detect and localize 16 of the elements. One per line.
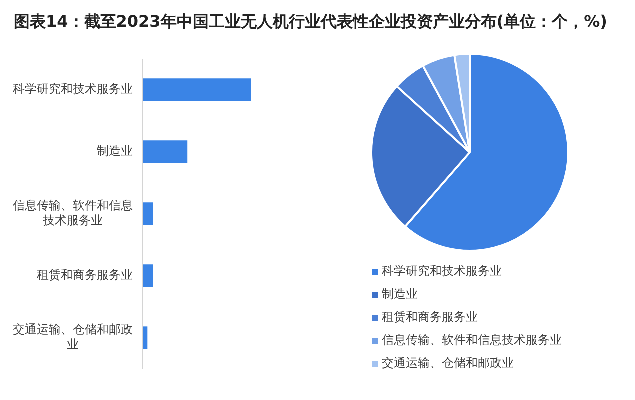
y-tick-label: 交通运输、仓储和邮政业 bbox=[13, 322, 133, 352]
y-tick-label: 租赁和商务服务业 bbox=[37, 268, 133, 282]
legend-label: 科学研究和技术服务业 bbox=[382, 263, 502, 280]
bar bbox=[143, 140, 188, 164]
text: 图表14：截至2023年中国工业无人机行业代表性企业投资产业分布(单位：个，%) bbox=[14, 12, 608, 33]
legend-label: 交通运输、仓储和邮政业 bbox=[382, 355, 514, 372]
bar bbox=[143, 78, 251, 102]
legend-label: 租赁和商务服务业 bbox=[382, 309, 478, 326]
y-tick-label: 信息传输、软件和信息技术服务业 bbox=[13, 198, 133, 228]
legend-label: 制造业 bbox=[382, 286, 418, 303]
bar bbox=[143, 264, 154, 288]
legend-label: 信息传输、软件和信息技术服务业 bbox=[382, 332, 562, 349]
y-tick-label: 科学研究和技术服务业 bbox=[13, 82, 133, 96]
bar bbox=[143, 202, 154, 226]
y-tick-label: 制造业 bbox=[97, 144, 133, 158]
bar bbox=[143, 326, 148, 350]
